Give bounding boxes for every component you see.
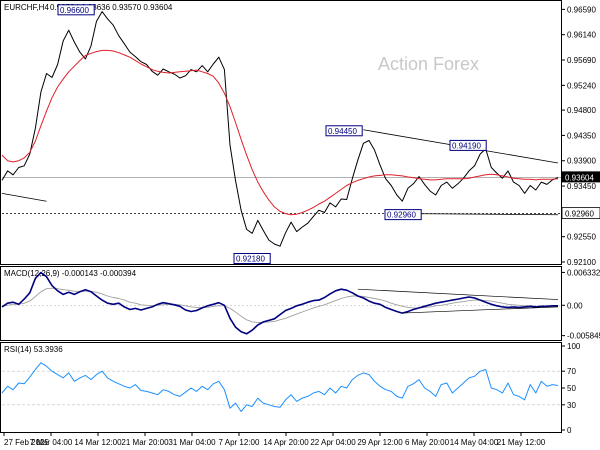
x-tick-label-0: 27 Feb 2025 (4, 438, 49, 447)
price-tick-label-8: 0.92550 (567, 233, 596, 242)
macd-signal-line (1, 287, 558, 323)
macd-trendline-upper (357, 288, 559, 300)
annotation-swing-high: 0.94450 (328, 127, 357, 136)
current-price-label: 0.93604 (565, 173, 594, 182)
rsi-tick-label-1: 70 (567, 367, 576, 376)
x-tick-label-5: 7 Apr 12:00 (219, 438, 260, 447)
annotation-lower-high: 0.94190 (452, 141, 481, 150)
x-tick-label-1: 7 Mar 04:00 (30, 438, 73, 447)
x-tick-label-3: 21 Mar 20:00 (121, 438, 169, 447)
annotation-support: 0.92960 (387, 211, 416, 220)
price-tick-label-9: 0.92100 (567, 258, 596, 267)
x-tick-label-8: 29 Apr 12:00 (357, 438, 403, 447)
macd-line (1, 271, 558, 335)
price-tick-label-1: 0.96140 (567, 31, 596, 40)
macd-tick-label-1: 0.00 (567, 301, 583, 310)
x-tick-label-6: 14 Apr 20:00 (263, 438, 309, 447)
price-tick-label-3: 0.95240 (567, 81, 596, 90)
price-panel-frame (0, 0, 562, 265)
price-series (1, 11, 559, 247)
price-tick-label-5: 0.94350 (567, 131, 596, 140)
current-price-box (562, 171, 600, 183)
symbol-timeframe: EURCHF,H4 (4, 3, 49, 12)
watermark: Action Forex (378, 54, 479, 74)
price-tick-label-6: 0.93900 (567, 157, 596, 166)
rsi-axis: 100 70 50 30 0 (2, 342, 581, 435)
annotation-high: 0.96600 (60, 6, 89, 15)
price-tick-label-2: 0.95690 (567, 56, 596, 65)
x-tick-label-4: 31 Mar 04:00 (168, 438, 216, 447)
x-tick-label-11: 21 May 12:00 (497, 438, 546, 447)
moving-average-line (1, 49, 559, 216)
annotation-swing-high-box (325, 125, 363, 137)
macd-title: MACD(12,26,9) -0.000143 -0.000394 (4, 269, 137, 278)
price-axis: 0.96590 0.96140 0.95690 0.95240 0.94800 0.943… (2, 5, 600, 267)
macd-panel-frame (0, 266, 562, 341)
macd-trendline-lower (402, 306, 559, 314)
annotation-support-box (384, 209, 422, 221)
macd-tick-label-0: 0.006332 (567, 268, 600, 277)
rsi-tick-label-3: 30 (567, 401, 576, 410)
trendline-left (1, 192, 47, 202)
ohlc-values: 0.93584 0.93636 0.93570 0.93604 (50, 3, 173, 12)
price-tick-label-7: 0.93450 (567, 182, 596, 191)
rsi-line (1, 362, 559, 412)
macd-axis: 0.006332 0.00 -0.005845 (2, 268, 600, 341)
macd-series (1, 271, 559, 335)
price-tick-label-0: 0.96590 (567, 5, 596, 14)
annotation-low-box (233, 252, 271, 264)
macd-tick-label-2: -0.005845 (567, 332, 600, 341)
rsi-panel-frame (0, 342, 562, 433)
support-price-box (561, 207, 600, 220)
price-line (1, 11, 559, 247)
price-annotations: 0.96600 0.94450 0.94190 0.92960 0.92180 (57, 4, 487, 264)
price-tick-label-4: 0.94800 (567, 106, 596, 115)
rsi-tick-label-4: 0 (567, 426, 572, 435)
annotation-high-box (57, 4, 95, 16)
rsi-tick-label-0: 100 (567, 342, 581, 351)
rsi-series (1, 362, 559, 412)
x-tick-label-9: 6 May 20:00 (405, 438, 450, 447)
support-price-label: 0.92960 (565, 210, 594, 219)
rsi-tick-label-2: 50 (567, 384, 576, 393)
rsi-title: RSI(14) 53.3936 (4, 345, 63, 354)
x-tick-label-2: 14 Mar 12:00 (74, 438, 122, 447)
annotation-low: 0.92180 (236, 254, 265, 263)
trendline-lower (407, 213, 559, 216)
x-tick-label-10: 14 May 04:00 (450, 438, 499, 447)
x-tick-label-7: 22 Apr 04:00 (310, 438, 356, 447)
annotation-lower-high-box (449, 139, 487, 151)
